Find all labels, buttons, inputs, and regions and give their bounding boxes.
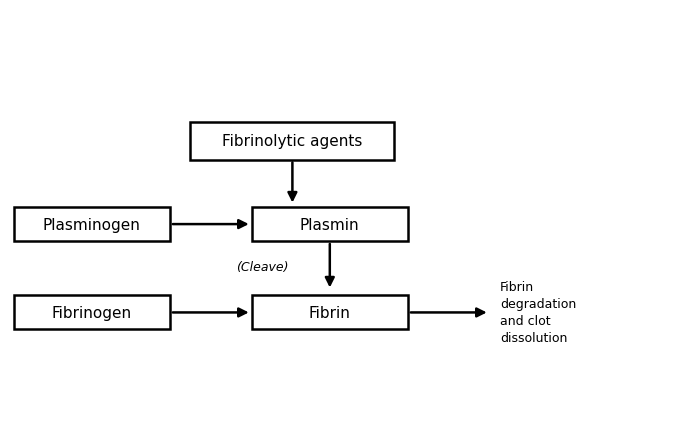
Text: www.medscape.com: www.medscape.com: [261, 14, 419, 29]
Text: Medscape®: Medscape®: [20, 13, 131, 31]
FancyBboxPatch shape: [252, 296, 408, 330]
Text: Fibrin: Fibrin: [309, 305, 351, 320]
Text: Fibrinogen: Fibrinogen: [52, 305, 132, 320]
FancyBboxPatch shape: [14, 296, 170, 330]
Text: Fibrinolytic agents: Fibrinolytic agents: [222, 134, 362, 149]
Text: Fibrin
degradation
and clot
dissolution: Fibrin degradation and clot dissolution: [500, 281, 576, 345]
Text: Source: Pharmacotherapy © 2007 Pharmacotherapy Publications: Source: Pharmacotherapy © 2007 Pharmacot…: [135, 412, 545, 425]
Text: Plasminogen: Plasminogen: [43, 217, 141, 232]
Text: (Cleave): (Cleave): [235, 261, 288, 273]
Text: Plasmin: Plasmin: [300, 217, 360, 232]
FancyBboxPatch shape: [14, 208, 170, 241]
FancyBboxPatch shape: [252, 208, 408, 241]
FancyBboxPatch shape: [190, 123, 394, 160]
